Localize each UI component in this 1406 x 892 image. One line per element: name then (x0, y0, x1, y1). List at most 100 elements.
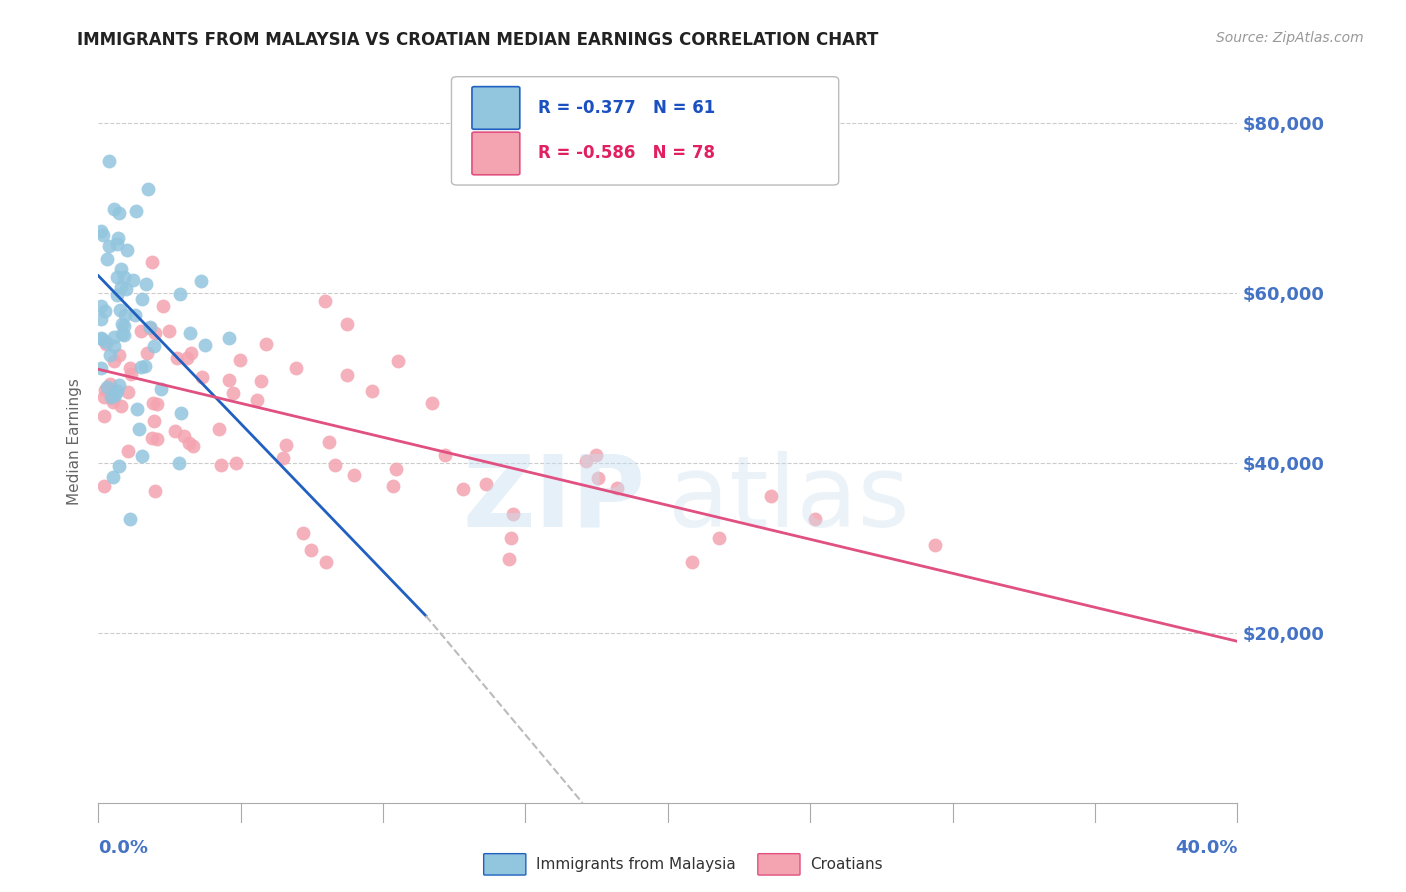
Point (93, 479, 115, 493)
Point (125, 204, 148, 219)
Point (103, 469, 125, 483)
Point (291, 525, 314, 540)
Point (114, 308, 136, 322)
Point (173, 428, 195, 442)
Point (176, 351, 198, 365)
Point (101, 390, 124, 404)
Point (129, 359, 152, 374)
Point (314, 294, 336, 309)
Point (105, 288, 128, 302)
Point (246, 392, 269, 407)
Point (103, 330, 125, 344)
Point (169, 287, 191, 301)
Point (105, 384, 128, 399)
Point (117, 243, 139, 257)
Text: Croatians: Croatians (810, 857, 883, 871)
Point (136, 346, 159, 360)
Point (475, 477, 498, 491)
Point (194, 338, 217, 352)
Point (121, 273, 143, 287)
Point (94, 337, 117, 351)
Point (222, 385, 245, 400)
Point (120, 367, 142, 381)
Point (177, 435, 200, 450)
Point (382, 478, 405, 492)
Point (299, 543, 322, 558)
Point (166, 351, 188, 366)
Point (707, 531, 730, 545)
Point (586, 470, 609, 484)
Point (336, 318, 359, 332)
Point (90, 360, 112, 375)
Point (165, 424, 187, 438)
Point (138, 321, 160, 335)
Point (225, 456, 247, 470)
Point (93, 390, 115, 404)
Point (90, 330, 112, 344)
Point (118, 512, 141, 526)
Point (191, 369, 214, 384)
Point (498, 552, 520, 566)
Point (100, 377, 122, 392)
Point (127, 401, 149, 416)
Point (98, 348, 121, 362)
Point (103, 202, 125, 217)
Point (143, 483, 166, 498)
Point (385, 462, 408, 476)
Text: 0.0%: 0.0% (98, 839, 149, 857)
Text: Immigrants from Malaysia: Immigrants from Malaysia (536, 857, 735, 871)
Point (157, 324, 180, 338)
Point (90, 224, 112, 238)
Point (98, 238, 121, 252)
Point (112, 269, 135, 284)
Point (145, 397, 167, 411)
Point (387, 353, 409, 368)
Point (124, 308, 146, 322)
Point (110, 261, 132, 276)
Point (208, 421, 231, 435)
Text: IMMIGRANTS FROM MALAYSIA VS CROATIAN MEDIAN EARNINGS CORRELATION CHART: IMMIGRANTS FROM MALAYSIA VS CROATIAN MED… (77, 31, 879, 49)
Point (128, 422, 150, 436)
Text: ZIP: ZIP (463, 450, 645, 548)
Point (169, 406, 191, 420)
Point (90, 299, 112, 313)
Point (249, 374, 271, 388)
Point (90, 311, 112, 326)
Point (139, 319, 162, 334)
Point (180, 346, 202, 360)
Point (229, 353, 252, 368)
Point (342, 468, 364, 483)
Point (134, 359, 156, 374)
Point (574, 454, 596, 468)
Point (143, 414, 166, 428)
Point (112, 319, 135, 334)
Point (105, 237, 128, 252)
Point (114, 282, 136, 296)
Point (93, 409, 115, 424)
Point (96, 380, 118, 394)
Point (110, 280, 132, 294)
Point (361, 384, 384, 399)
Point (108, 459, 131, 474)
Point (96, 252, 118, 267)
Text: Source: ZipAtlas.com: Source: ZipAtlas.com (1216, 31, 1364, 45)
Text: atlas: atlas (668, 450, 910, 548)
FancyBboxPatch shape (451, 77, 839, 185)
Point (274, 438, 297, 452)
Point (585, 448, 607, 462)
Point (138, 182, 160, 196)
Point (107, 230, 129, 244)
Point (218, 331, 240, 345)
Point (117, 384, 139, 399)
Point (141, 255, 163, 269)
Point (325, 458, 347, 472)
Text: R = -0.586   N = 78: R = -0.586 N = 78 (538, 145, 716, 162)
Point (90, 332, 112, 346)
FancyBboxPatch shape (472, 132, 520, 175)
Point (94, 303, 117, 318)
Point (315, 555, 337, 569)
Point (183, 439, 205, 453)
Point (110, 399, 132, 413)
Point (141, 431, 163, 445)
Point (499, 532, 522, 546)
